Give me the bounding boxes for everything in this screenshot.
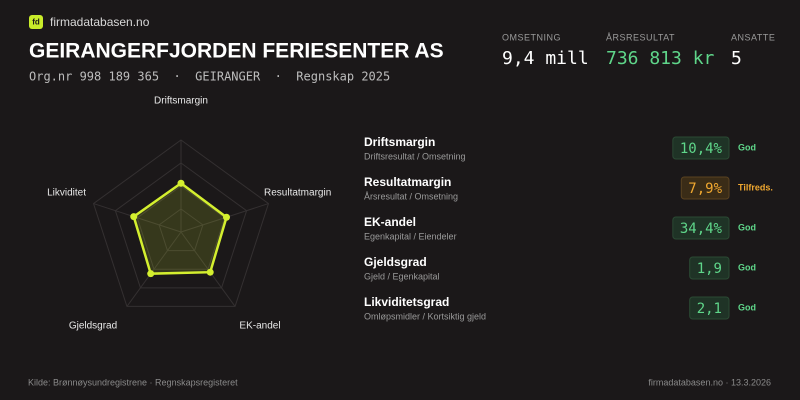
stat-value: 736 813 kr [606,48,715,69]
grid-spoke [93,203,182,233]
subtitle: Org.nr 998 189 365 · GEIRANGER · Regnska… [29,70,390,84]
stat-label: ANSATTE [731,32,775,42]
axis-label: Resultatmargin [264,188,331,199]
metric-value: 7,9% [688,181,722,197]
radar-point [222,213,230,221]
metric-rating: Tilfreds. [738,182,773,192]
metric-box [689,256,730,280]
metric-formula: Gjeld / Egenkapital [364,271,440,281]
stat-value: 9,4 mill [502,48,589,69]
metric-box [689,296,730,320]
logo-mark: fd [32,18,40,27]
metric-rating: God [738,262,756,272]
footer-site: firmadatabasen.no · 13.3.2026 [648,377,771,387]
axis-label: EK-andel [239,321,280,332]
axis-label: Likviditet [47,188,86,199]
grid-ring [92,139,270,307]
stat-label: ÅRSRESULTAT [606,32,675,42]
metric-name: Likviditetsgrad [364,295,449,309]
radar-point [147,270,155,278]
stat-value: 5 [731,48,742,69]
metric-rating: God [738,142,756,152]
grid-spoke [126,231,182,307]
grid-ring [158,208,204,252]
metric-rating: God [738,222,756,232]
metric-name: Gjeldsgrad [364,255,427,269]
axis-label: Gjeldsgrad [69,321,117,332]
metric-rating: God [738,302,756,312]
stat-label: OMSETNING [502,32,561,42]
metric-box [680,176,730,200]
metric-formula: Årsresultat / Omsetning [364,191,458,201]
grid-ring [114,162,248,289]
metric-name: Resultatmargin [364,175,451,189]
logo [29,15,43,29]
metric-formula: Driftsresultat / Omsetning [364,151,466,161]
radar-point [206,268,214,276]
metric-name: EK-andel [364,215,416,229]
metric-value: 2,1 [697,301,722,317]
radar-point [177,179,185,187]
metric-value: 34,4% [680,221,723,237]
radar-area [132,181,228,275]
radar-point [130,213,138,221]
brand: firmadatabasen.no [50,15,150,29]
metric-value: 10,4% [680,141,723,157]
footer-source: Kilde: Brønnøysundregistrene · Regnskaps… [28,377,238,387]
metric-formula: Omløpsmidler / Kortsiktig gjeld [364,311,486,321]
title: GEIRANGERFJORDEN FERIESENTER AS [29,40,444,63]
grid-ring [136,185,226,270]
metric-name: Driftsmargin [364,135,435,149]
metric-box [672,216,730,240]
metric-box [672,136,730,160]
grid-spoke [180,231,236,307]
metric-formula: Egenkapital / Eiendeler [364,231,457,241]
axis-label: Driftsmargin [154,96,208,107]
metric-value: 1,9 [697,261,722,277]
